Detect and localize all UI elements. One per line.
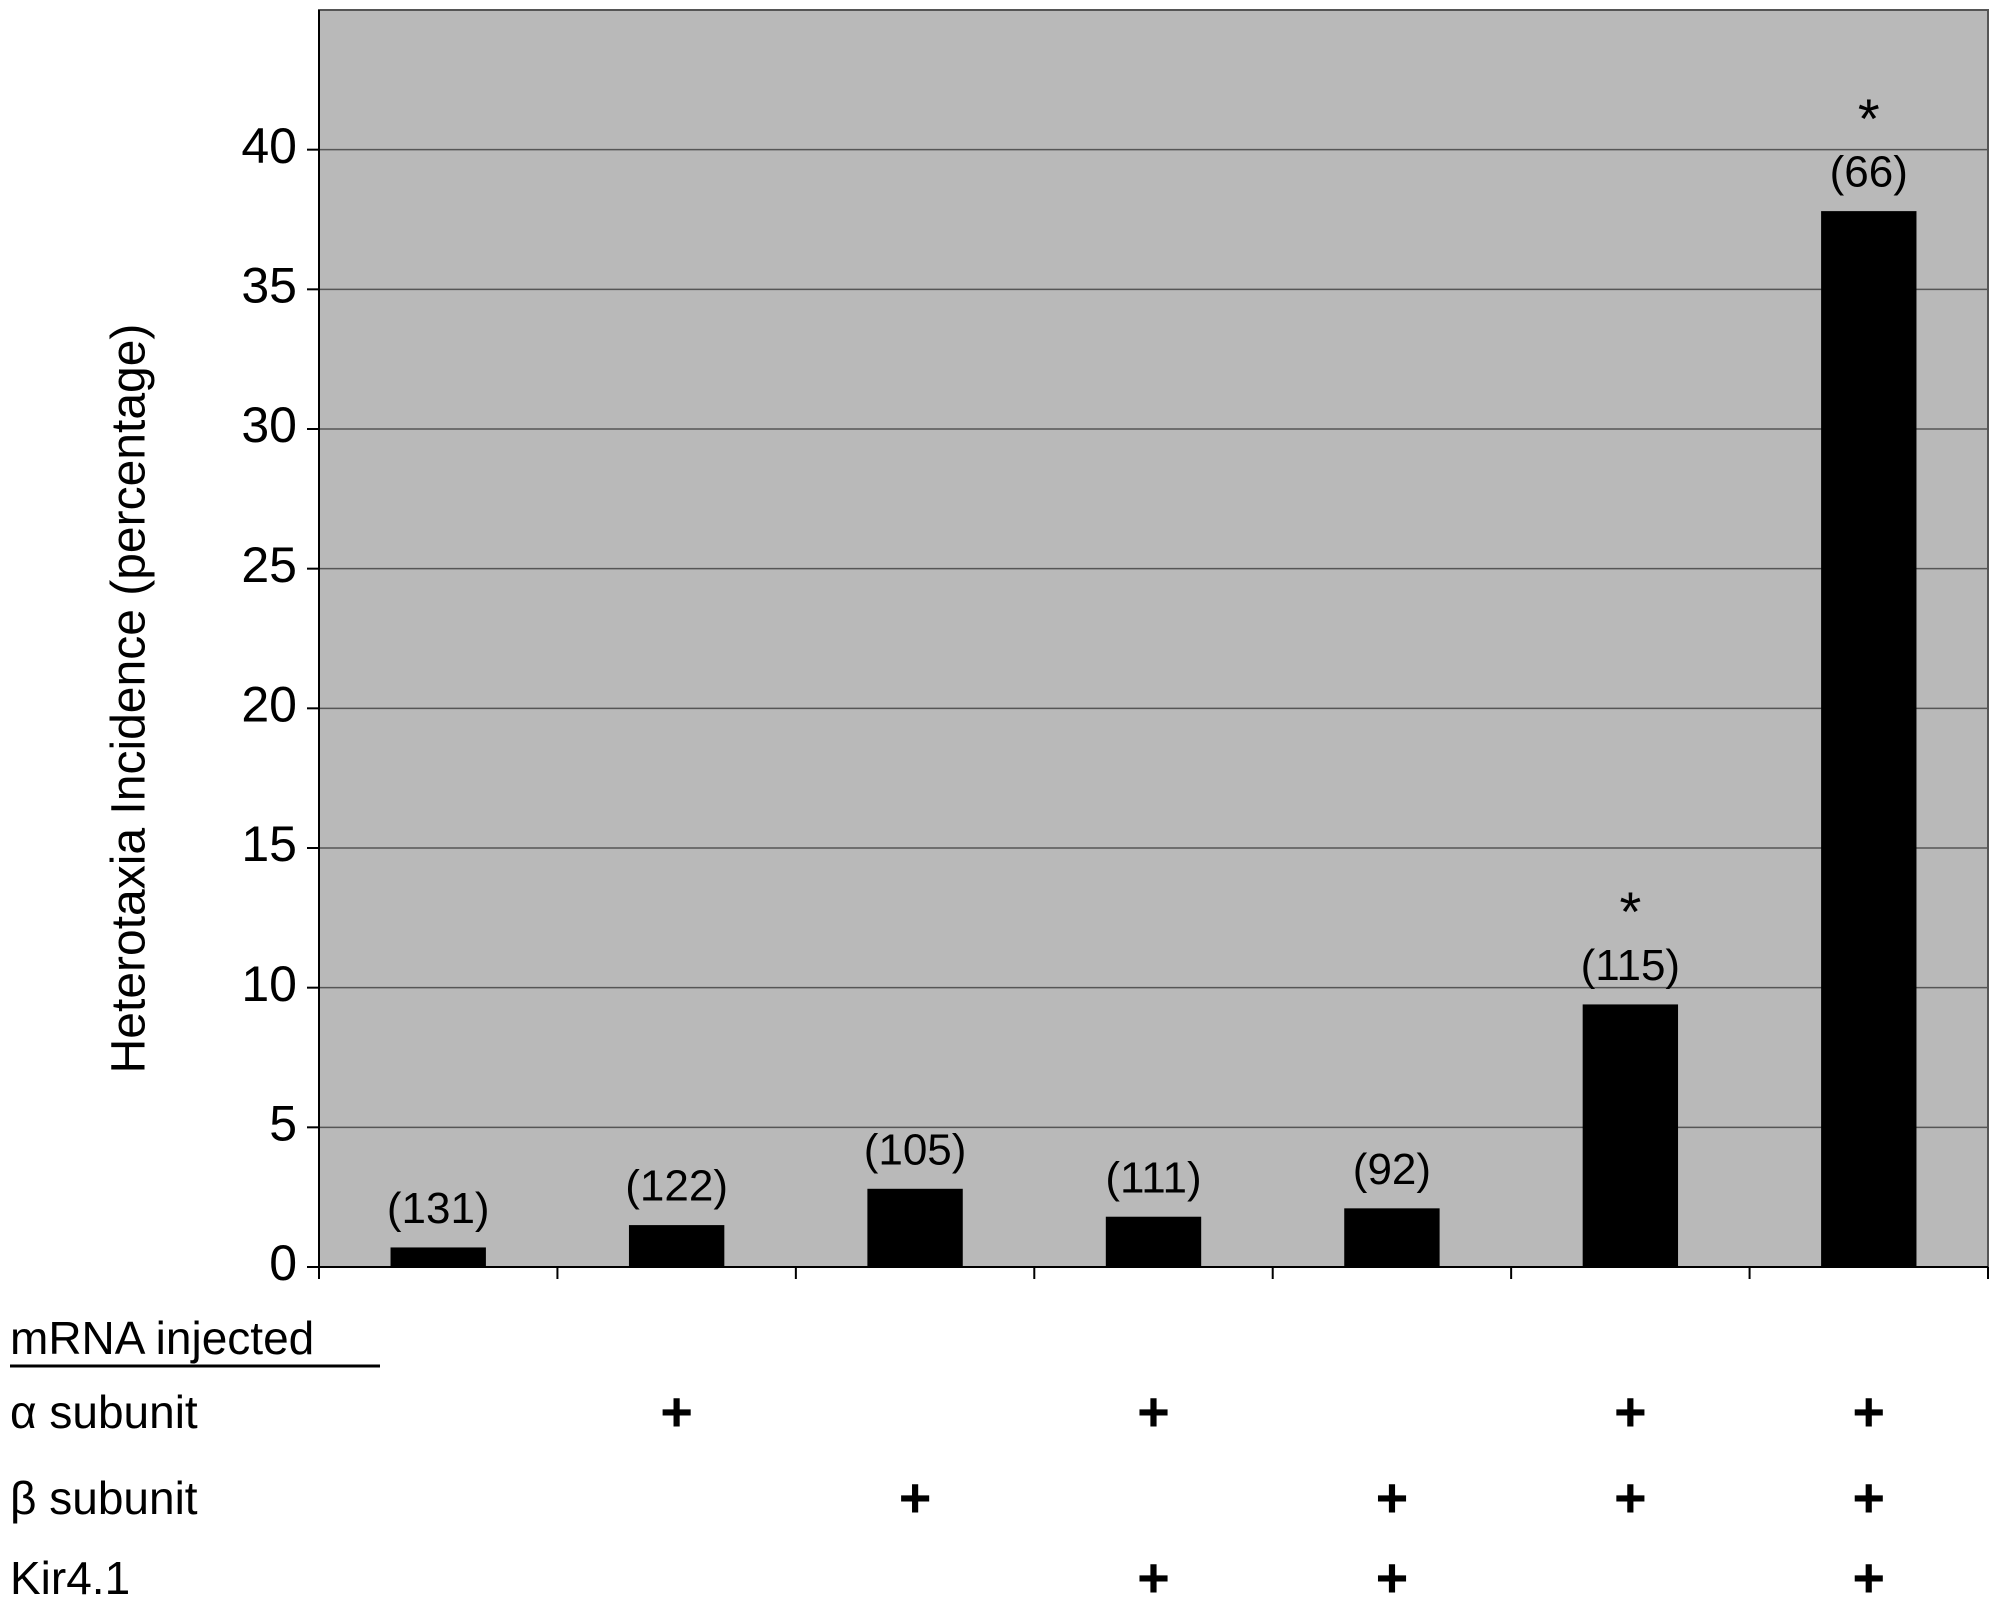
bar [1105,1216,1202,1267]
y-tick-label: 25 [241,537,297,593]
bar [1344,1208,1440,1267]
row-label: Kir4.1 [10,1552,130,1604]
row-label: α subunit [10,1386,198,1438]
y-tick-label: 15 [241,816,297,872]
row-label: β subunit [10,1472,198,1524]
y-tick-label: 35 [241,258,297,314]
significance-marker: * [1619,880,1641,943]
count-label: (92) [1353,1145,1431,1194]
y-axis-label: Heterotaxia Incidence (percentage) [103,324,156,1074]
y-tick-label: 0 [269,1235,297,1291]
injection-mark: + [1852,1380,1885,1443]
count-label: (115) [1581,941,1680,990]
injection-mark: + [1376,1546,1409,1607]
count-label: (111) [1105,1153,1201,1202]
injection-mark: + [1852,1466,1885,1529]
injection-mark: + [660,1380,693,1443]
injection-mark: + [1137,1380,1170,1443]
y-tick-label: 30 [241,397,297,453]
y-tick-label: 20 [241,677,297,733]
injection-mark: + [1376,1466,1409,1529]
plot-area [318,9,1989,1268]
injection-mark: + [1614,1380,1647,1443]
count-label: (122) [625,1162,728,1211]
injection-mark: + [899,1466,932,1529]
injection-mark: + [1614,1466,1647,1529]
count-label: (131) [387,1184,490,1233]
bar [390,1247,486,1267]
table-title: mRNA injected [10,1312,314,1364]
y-tick-label: 10 [241,956,297,1012]
count-label: (66) [1830,148,1908,197]
bar [867,1188,963,1267]
bar [1582,1004,1679,1267]
bar [1821,211,1917,1267]
significance-marker: * [1858,87,1880,150]
count-label: (105) [864,1125,967,1174]
y-tick-label: 40 [241,118,297,174]
bar [628,1225,725,1267]
y-tick-label: 5 [269,1096,297,1152]
injection-mark: + [1137,1546,1170,1607]
injection-mark: + [1852,1546,1885,1607]
